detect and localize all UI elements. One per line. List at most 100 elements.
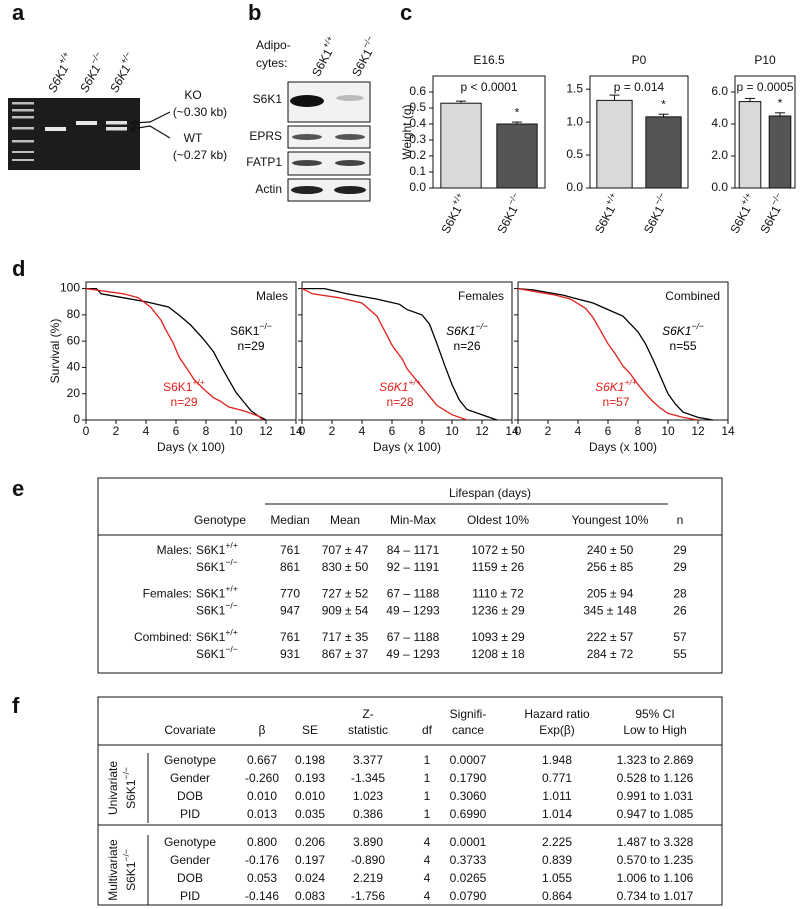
column-header: Signifi- <box>450 707 487 721</box>
table-cell: Genotype <box>164 753 216 767</box>
table-cell: 1 <box>424 753 431 767</box>
series-n: n=26 <box>453 339 480 353</box>
x-tick-label: 4 <box>359 424 366 438</box>
x-tick-label: 4 <box>575 424 582 438</box>
group-label: Combined: <box>134 630 192 644</box>
lane-label: S6K1+/− <box>105 50 140 95</box>
table-cell: 909 ± 54 <box>322 604 369 618</box>
table-cell: 2.219 <box>353 871 383 885</box>
significance-marker: * <box>661 97 666 111</box>
y-tick-label: 2.0 <box>711 148 728 162</box>
column-header: Low to High <box>623 723 686 737</box>
chart-title: E16.5 <box>473 53 505 67</box>
table-cell: 0.013 <box>247 807 277 821</box>
column-header: Hazard ratio <box>524 707 590 721</box>
y-tick-label: 1.0 <box>566 114 583 128</box>
column-header: Covariate <box>164 723 216 737</box>
x-tick-label: 6 <box>389 424 396 438</box>
row-label: S6K1 <box>253 92 283 106</box>
table-cell: 1.011 <box>542 789 571 803</box>
table-cell: 0.570 to 1.235 <box>617 853 694 867</box>
series-label: S6K1−/− <box>662 321 704 338</box>
p-value: p = 0.014 <box>614 80 665 94</box>
table-cell: 67 – 1188 <box>387 587 440 601</box>
table-cell: 0.528 to 1.126 <box>617 771 694 785</box>
table-cell: S6K1−/− <box>196 557 238 574</box>
x-axis-label: Days (x 100) <box>589 440 657 454</box>
bar <box>645 116 682 189</box>
y-tick-label: 1.5 <box>566 81 583 95</box>
table-cell: 0.1790 <box>450 771 487 785</box>
table-cell: DOB <box>177 871 203 885</box>
table-cell: 1072 ± 50 <box>471 543 525 557</box>
survival-curve <box>517 287 699 421</box>
table-cell: 0.010 <box>247 789 277 803</box>
y-tick-label: 0.6 <box>409 84 426 98</box>
series-n: n=55 <box>669 339 696 353</box>
table-cell: 57 <box>673 630 687 644</box>
x-tick-label: 2 <box>545 424 552 438</box>
y-tick-label: 0.4 <box>409 116 426 130</box>
column-header: β <box>259 723 266 737</box>
table-cell: 0.0001 <box>450 835 487 849</box>
chart-title: P0 <box>632 53 647 67</box>
table-cell: 0.800 <box>247 835 277 849</box>
table-cell: S6K1−/− <box>196 644 238 661</box>
table-cell: S6K1+/+ <box>196 540 238 557</box>
table-cell: 1.487 to 3.328 <box>617 835 694 849</box>
column-header: 95% CI <box>635 707 674 721</box>
table-cell: 761 <box>280 543 300 557</box>
plot-frame <box>589 75 689 189</box>
table-cell: 67 – 1188 <box>387 630 440 644</box>
x-tick-label: S6K1+/+ <box>589 191 624 236</box>
lane-label: S6K1−/− <box>347 34 382 79</box>
series-label: S6K1−/− <box>446 321 488 338</box>
band-label: (~0.30 kb) <box>173 105 227 119</box>
x-tick-label: S6K1−/− <box>755 191 790 236</box>
table-cell: 0.386 <box>353 807 383 821</box>
table-cell: 1.023 <box>353 789 383 803</box>
chart-title: P10 <box>754 53 776 67</box>
table-cell: S6K1+/+ <box>196 627 238 644</box>
column-header: SE <box>302 723 318 737</box>
table-cell: DOB <box>177 789 203 803</box>
series-n: n=28 <box>386 395 413 409</box>
panel-letter: f <box>12 693 20 718</box>
table-f-border <box>97 696 723 906</box>
panel-title: Combined <box>665 289 720 303</box>
table-cell: 256 ± 85 <box>587 560 634 574</box>
column-header: Mean <box>330 513 360 527</box>
column-header: Exp(β) <box>539 723 575 737</box>
table-cell: 4 <box>424 853 431 867</box>
blot-images <box>287 81 371 202</box>
table-cell: 29 <box>673 560 687 574</box>
panel-title: Females <box>458 289 504 303</box>
table-cell: 0.667 <box>247 753 277 767</box>
x-tick-label: 14 <box>289 424 303 438</box>
x-tick-label: S6K1+/+ <box>436 191 471 236</box>
table-cell: 0.198 <box>295 753 325 767</box>
group-label: Males: <box>157 543 192 557</box>
table-cell: 4 <box>424 835 431 849</box>
y-tick-label: 0.1 <box>409 164 426 178</box>
column-header: Youngest 10% <box>572 513 649 527</box>
table-cell: 0.083 <box>295 889 325 903</box>
table-cell: 947 <box>280 604 300 618</box>
table-cell: 240 ± 50 <box>587 543 634 557</box>
table-cell: 1 <box>424 789 431 803</box>
table-cell: 284 ± 72 <box>587 647 634 661</box>
x-tick-label: 2 <box>113 424 120 438</box>
y-tick-label: 0.5 <box>566 147 583 161</box>
survival-curve <box>86 287 267 421</box>
x-axis-label: Days (x 100) <box>157 440 225 454</box>
group-label: Multivariate <box>106 839 120 901</box>
y-tick-label: 0 <box>73 412 80 426</box>
table-cell: 1159 ± 26 <box>472 560 525 574</box>
x-tick-label: 6 <box>173 424 180 438</box>
significance-marker: * <box>515 105 520 119</box>
table-cell: 1093 ± 29 <box>471 630 525 644</box>
x-tick-label: 8 <box>203 424 210 438</box>
table-cell: 1.948 <box>542 753 572 767</box>
table-cell: 26 <box>673 604 687 618</box>
